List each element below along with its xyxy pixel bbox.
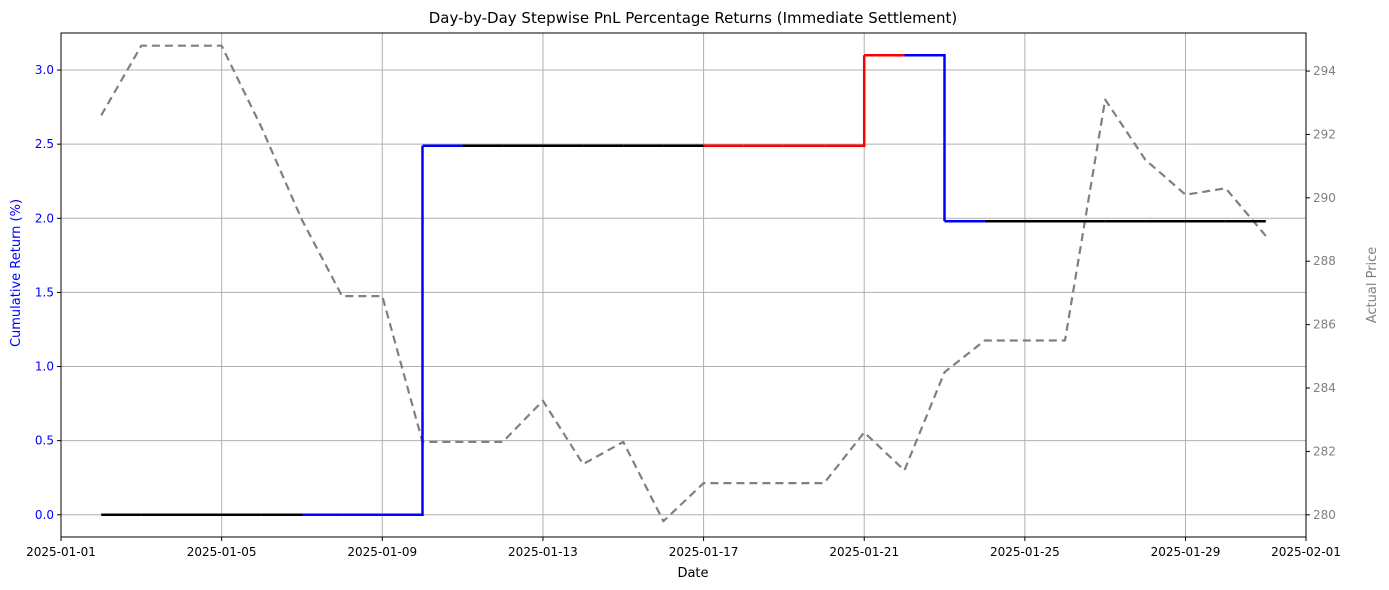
y-axis-left-label: Cumulative Return (%) <box>9 199 24 347</box>
x-tick-label: 2025-02-01 <box>1271 545 1341 559</box>
y-left-tick-label: 2.0 <box>35 211 54 225</box>
pnl-step-segment <box>824 55 866 147</box>
y-right-tick-label: 280 <box>1313 508 1336 522</box>
plot-frame <box>60 32 1307 538</box>
pnl-step-segment <box>904 53 946 222</box>
x-tick-label: 2025-01-21 <box>829 545 899 559</box>
y-left-tick-label: 2.5 <box>35 137 54 151</box>
pnl-step-segment <box>382 145 424 517</box>
y-right-tick-label: 290 <box>1313 191 1336 205</box>
x-tick-label: 2025-01-09 <box>347 545 417 559</box>
pnl-series-layer <box>101 53 1266 517</box>
y-axis-right-label: Actual Price <box>1365 247 1380 324</box>
x-axis-label: Date <box>677 566 708 581</box>
y-right-tick-label: 288 <box>1313 254 1336 268</box>
grid-layer <box>60 33 1307 537</box>
y-right-tick-label: 282 <box>1313 444 1336 458</box>
y-right-tick-label: 286 <box>1313 318 1336 332</box>
y-left-tick-label: 1.0 <box>35 360 54 374</box>
x-tick-label: 2025-01-17 <box>669 545 739 559</box>
y-right-tick-label: 292 <box>1313 127 1336 141</box>
x-tick-label: 2025-01-29 <box>1151 545 1221 559</box>
x-tick-label: 2025-01-25 <box>990 545 1060 559</box>
y-right-tick-label: 294 <box>1313 64 1336 78</box>
x-tick-label: 2025-01-13 <box>508 545 578 559</box>
x-tick-label: 2025-01-05 <box>187 545 257 559</box>
price-line <box>100 44 1267 523</box>
y-left-tick-label: 1.5 <box>35 285 54 299</box>
chart-title: Day-by-Day Stepwise PnL Percentage Retur… <box>429 9 958 27</box>
tick-labels-layer: 2025-01-01 2025-01-05 2025-01-09 2025-01-13… <box>26 63 1341 559</box>
y-left-tick-label: 0.0 <box>35 508 54 522</box>
y-left-tick-label: 0.5 <box>35 434 54 448</box>
axes-layer <box>57 32 1310 541</box>
price-series-layer <box>100 44 1267 523</box>
y-right-tick-label: 284 <box>1313 381 1336 395</box>
x-tick-label: 2025-01-01 <box>26 545 96 559</box>
y-left-tick-label: 3.0 <box>35 63 54 77</box>
